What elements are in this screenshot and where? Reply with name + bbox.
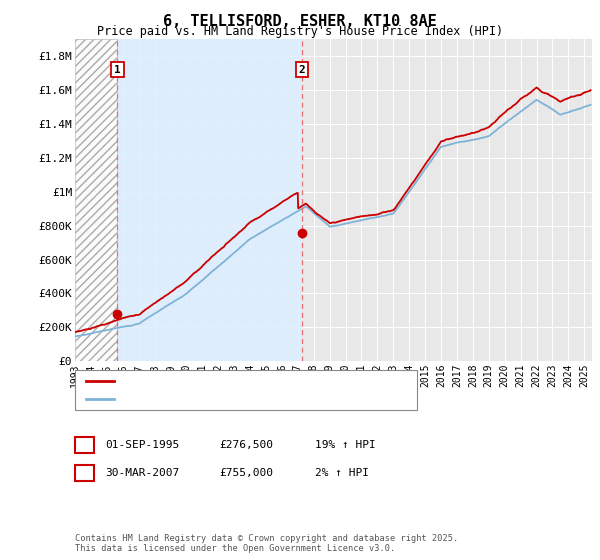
Text: HPI: Average price, detached house, Elmbridge: HPI: Average price, detached house, Elmb… [119,394,400,404]
Text: 19% ↑ HPI: 19% ↑ HPI [315,440,376,450]
Text: 1: 1 [81,440,88,450]
Text: 2% ↑ HPI: 2% ↑ HPI [315,468,369,478]
Text: 2: 2 [298,65,305,74]
Text: 6, TELLISFORD, ESHER, KT10 8AE (detached house): 6, TELLISFORD, ESHER, KT10 8AE (detached… [119,376,413,386]
Text: 6, TELLISFORD, ESHER, KT10 8AE: 6, TELLISFORD, ESHER, KT10 8AE [163,14,437,29]
Text: Contains HM Land Registry data © Crown copyright and database right 2025.
This d: Contains HM Land Registry data © Crown c… [75,534,458,553]
Bar [75,39,118,361]
Bar [75,39,118,361]
Text: 1: 1 [114,65,121,74]
Text: Price paid vs. HM Land Registry's House Price Index (HPI): Price paid vs. HM Land Registry's House … [97,25,503,38]
Text: 30-MAR-2007: 30-MAR-2007 [105,468,179,478]
Text: 01-SEP-1995: 01-SEP-1995 [105,440,179,450]
Text: 2: 2 [81,468,88,478]
Text: £755,000: £755,000 [219,468,273,478]
Text: £276,500: £276,500 [219,440,273,450]
Bar [118,39,302,361]
